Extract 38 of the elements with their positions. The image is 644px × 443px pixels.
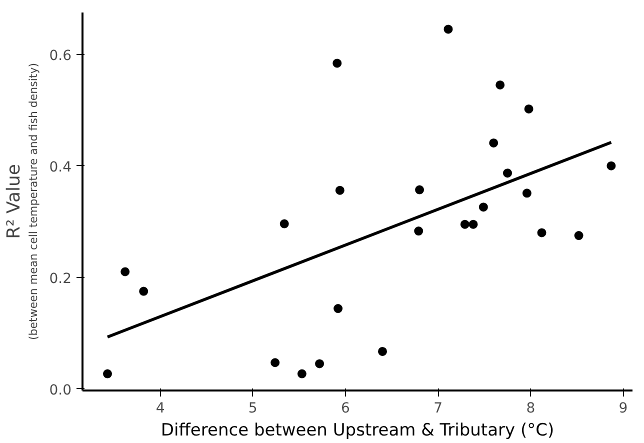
point [444, 24, 453, 34]
point [524, 104, 534, 114]
x-tick-label: 8 [526, 400, 536, 416]
point [489, 138, 498, 148]
point [280, 219, 289, 228]
y-tick-label: 0.4 [49, 159, 72, 176]
point [297, 369, 306, 378]
point [315, 359, 324, 368]
point [537, 228, 546, 238]
x-axis-title: Difference between Upstream & Tributary (°C) [160, 420, 554, 440]
x-tick-label: 7 [434, 400, 443, 416]
point [335, 186, 344, 195]
x-tick-label: 5 [248, 400, 258, 416]
point [332, 58, 342, 68]
point [460, 220, 470, 229]
point [574, 231, 584, 240]
x-tick-label: 4 [156, 400, 165, 416]
point [139, 286, 148, 296]
x-tick-label: 6 [341, 400, 350, 416]
y-tick-label: 0.0 [49, 382, 72, 398]
text: (between mean cell temperature and fish density) [27, 62, 40, 340]
point [478, 202, 488, 212]
point [496, 80, 505, 90]
y-tick-label: 0.2 [49, 270, 72, 287]
point [503, 168, 512, 178]
point [522, 188, 532, 198]
point [334, 304, 343, 314]
y-axis-title: R² Value [4, 164, 24, 239]
x-tick-label: 9 [618, 400, 628, 416]
point [606, 161, 616, 170]
point [468, 220, 478, 229]
point [414, 226, 424, 236]
y-tick-label: 0.6 [49, 48, 72, 64]
point [378, 346, 387, 356]
point [270, 358, 280, 368]
point [415, 185, 424, 194]
point [120, 267, 130, 276]
point [103, 369, 112, 378]
